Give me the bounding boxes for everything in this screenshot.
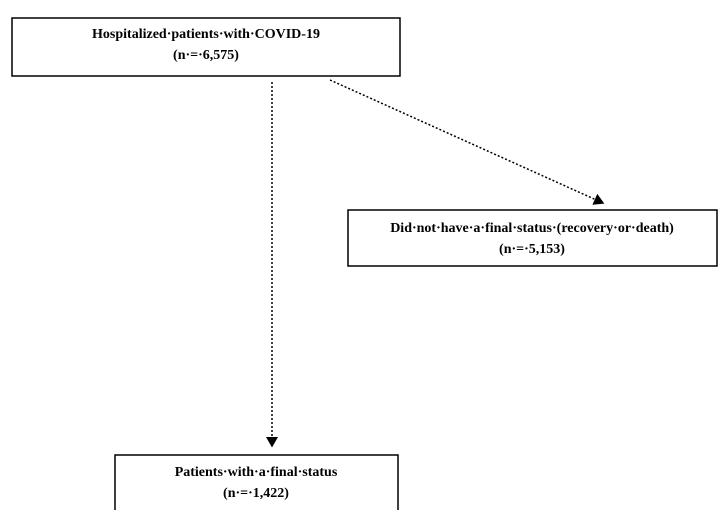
node-label: Patients·with·a·final·status <box>175 465 338 480</box>
node-count: (n·=·1,422) <box>223 486 289 501</box>
box <box>11 17 401 77</box>
node-count: (n·=·6,575) <box>173 48 239 63</box>
box <box>114 454 399 510</box>
node-label: Did·not·have·a·final·status·(recovery·or… <box>390 221 674 236</box>
box <box>347 209 718 267</box>
node-label: Hospitalized·patients·with·COVID-19 <box>92 27 320 42</box>
arrow <box>329 79 605 205</box>
node-count: (n·=·5,153) <box>499 242 565 257</box>
